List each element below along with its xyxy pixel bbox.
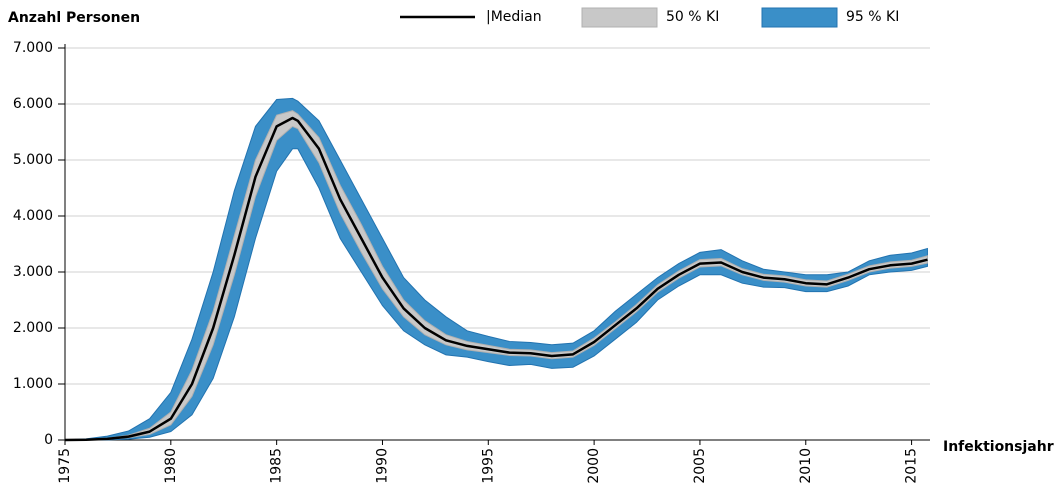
y-tick-label: 7.000 (13, 40, 53, 56)
x-tick-label: 1975 (57, 448, 73, 484)
legend-label: 50 % KI (666, 9, 719, 25)
x-tick-label: 1995 (480, 448, 496, 484)
y-tick-label: 0 (44, 432, 53, 448)
x-tick-label: 2010 (798, 448, 814, 484)
x-tick-label: 2015 (904, 448, 920, 484)
legend-label: |Median (486, 9, 542, 25)
y-tick-label: 2.000 (13, 320, 53, 336)
x-tick-label: 2005 (692, 448, 708, 484)
legend-swatch (581, 7, 658, 28)
legend-swatch (761, 7, 838, 28)
x-tick-label: 2000 (586, 448, 602, 484)
y-tick-label: 1.000 (13, 376, 53, 392)
x-tick-label: 1980 (163, 448, 179, 484)
median-line (64, 116, 928, 442)
y-tick-label: 6.000 (13, 96, 53, 112)
y-axis-label: Anzahl Personen (8, 10, 140, 26)
x-tick-label: 1990 (374, 448, 390, 484)
y-tick-label: 4.000 (13, 208, 53, 224)
x-axis-label: Infektionsjahr (943, 439, 1054, 455)
y-tick-label: 5.000 (13, 152, 53, 168)
x-tick-label: 1985 (269, 448, 285, 484)
y-tick-label: 3.000 (13, 264, 53, 280)
legend-label: 95 % KI (846, 9, 899, 25)
